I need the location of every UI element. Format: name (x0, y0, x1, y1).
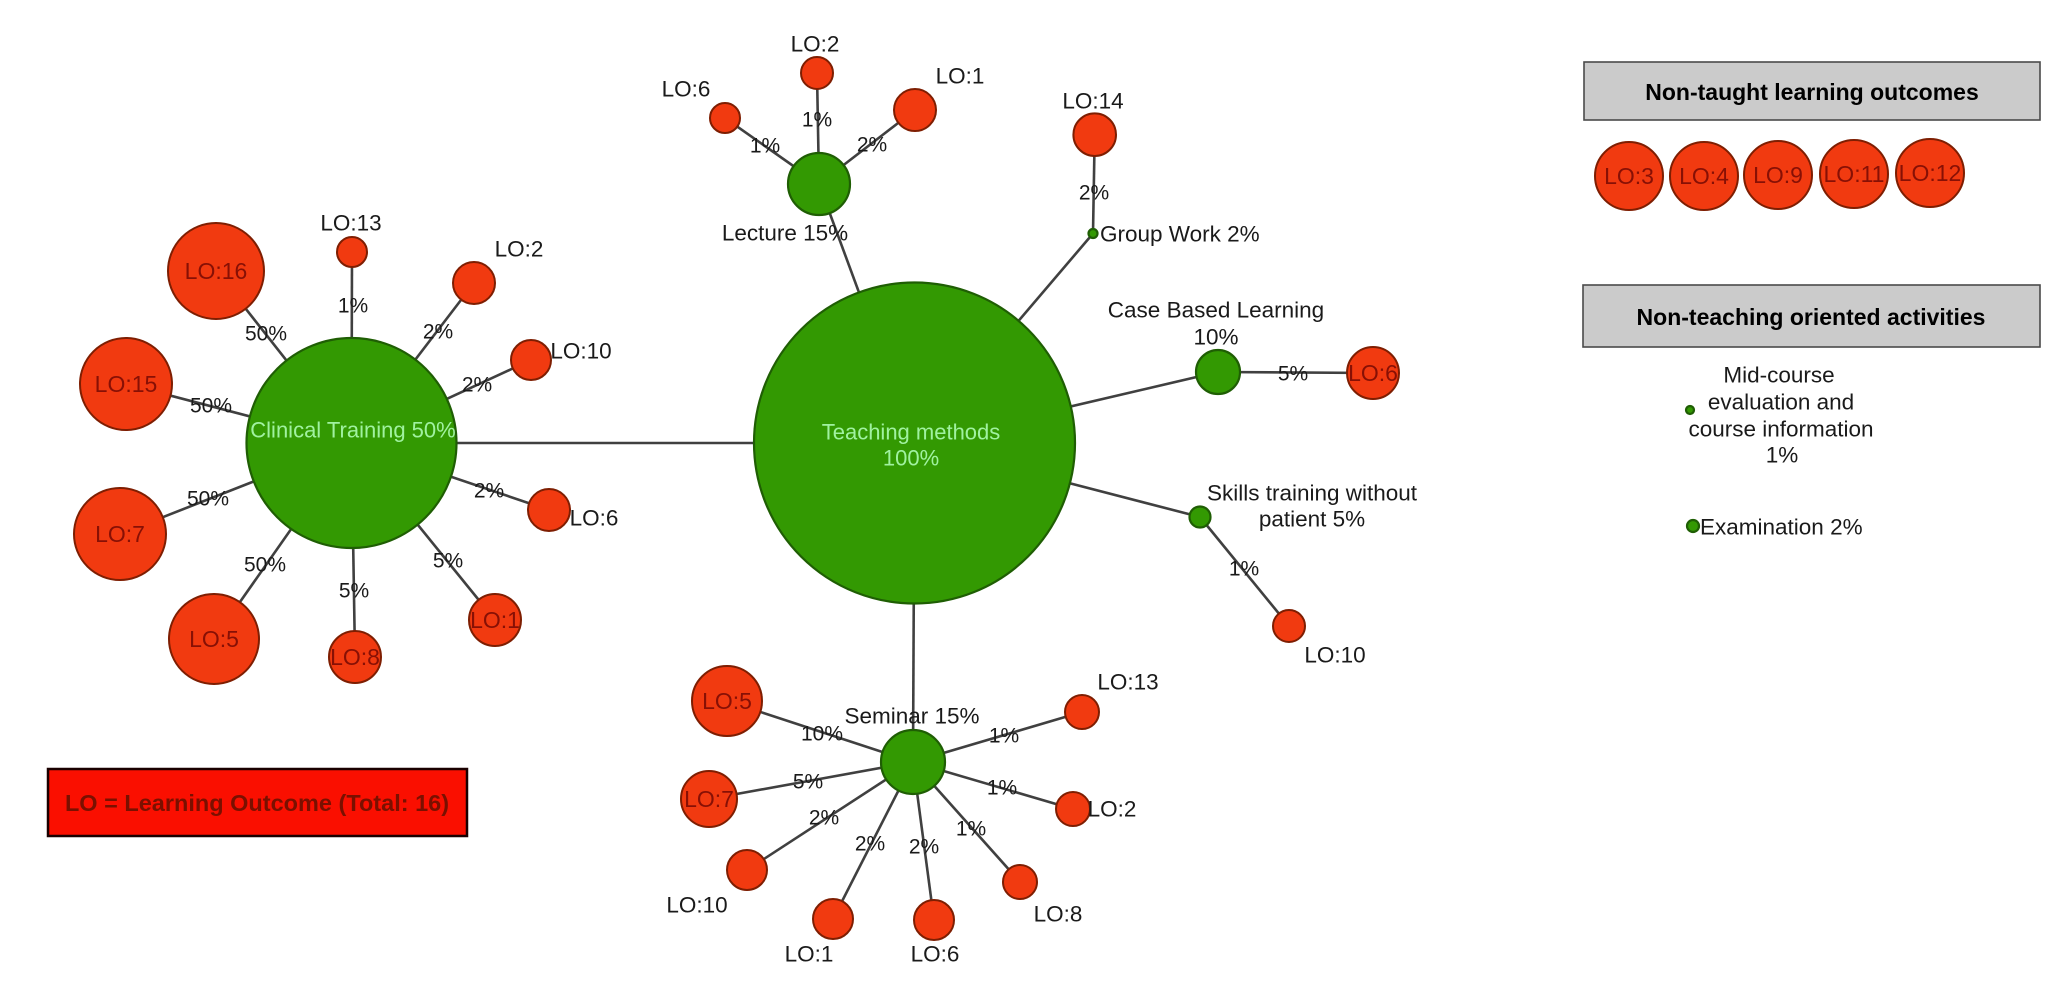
svg-text:2%: 2% (855, 833, 885, 856)
svg-text:LO = Learning Outcome (Total:: LO = Learning Outcome (Total: 16) (65, 790, 449, 816)
svg-text:LO:10: LO:10 (550, 339, 611, 364)
svg-text:LO:1: LO:1 (936, 64, 985, 89)
svg-text:evaluation and: evaluation and (1708, 390, 1854, 415)
svg-text:LO:6: LO:6 (570, 506, 619, 531)
svg-text:LO:6: LO:6 (911, 942, 960, 967)
svg-text:10%: 10% (1193, 325, 1238, 350)
svg-text:1%: 1% (338, 295, 368, 318)
svg-text:2%: 2% (474, 480, 504, 503)
svg-text:1%: 1% (956, 818, 986, 841)
svg-text:Group Work 2%: Group Work 2% (1100, 222, 1260, 247)
svg-text:LO:6: LO:6 (1348, 360, 1398, 386)
svg-text:Case Based Learning: Case Based Learning (1108, 298, 1324, 323)
svg-text:50%: 50% (190, 395, 232, 418)
svg-text:LO:8: LO:8 (1034, 902, 1083, 927)
svg-text:1%: 1% (1229, 558, 1259, 581)
svg-text:LO:1: LO:1 (470, 607, 520, 633)
svg-text:LO:2: LO:2 (791, 32, 840, 57)
svg-text:LO:10: LO:10 (666, 893, 727, 918)
svg-text:5%: 5% (793, 771, 823, 794)
svg-text:2%: 2% (1079, 182, 1109, 205)
svg-text:Non-taught learning outcomes: Non-taught learning outcomes (1645, 79, 1979, 105)
svg-text:2%: 2% (909, 836, 939, 859)
svg-text:patient 5%: patient 5% (1259, 507, 1365, 532)
svg-text:Teaching methods: Teaching methods (822, 420, 1001, 445)
svg-text:LO:13: LO:13 (1097, 670, 1158, 695)
svg-text:5%: 5% (433, 550, 463, 573)
svg-text:50%: 50% (187, 488, 229, 511)
svg-text:LO:12: LO:12 (1899, 160, 1962, 186)
svg-text:5%: 5% (339, 580, 369, 603)
svg-text:2%: 2% (809, 807, 839, 830)
svg-text:LO:15: LO:15 (95, 371, 158, 397)
svg-text:2%: 2% (462, 374, 492, 397)
svg-text:LO:2: LO:2 (1088, 797, 1137, 822)
svg-text:LO:6: LO:6 (662, 77, 711, 102)
svg-text:2%: 2% (423, 321, 453, 344)
svg-text:LO:4: LO:4 (1679, 163, 1729, 189)
svg-text:LO:14: LO:14 (1062, 89, 1123, 114)
svg-text:Non-teaching oriented activiti: Non-teaching oriented activities (1637, 304, 1986, 330)
svg-text:Examination 2%: Examination 2% (1700, 515, 1863, 540)
svg-text:1%: 1% (802, 109, 832, 132)
svg-text:10%: 10% (801, 723, 843, 746)
svg-text:LO:11: LO:11 (1824, 161, 1885, 187)
svg-text:50%: 50% (245, 323, 287, 346)
svg-text:LO:7: LO:7 (684, 786, 734, 812)
svg-text:LO:3: LO:3 (1604, 163, 1654, 189)
svg-text:1%: 1% (989, 725, 1019, 748)
svg-text:course information: course information (1688, 417, 1873, 442)
svg-text:Clinical Training 50%: Clinical Training 50% (250, 418, 455, 443)
svg-text:1%: 1% (750, 135, 780, 158)
svg-text:1%: 1% (1766, 443, 1799, 468)
svg-text:LO:13: LO:13 (320, 211, 381, 236)
svg-text:LO:8: LO:8 (330, 644, 380, 670)
svg-text:LO:5: LO:5 (189, 626, 239, 652)
svg-text:Seminar 15%: Seminar 15% (844, 704, 979, 729)
svg-text:LO:7: LO:7 (95, 521, 145, 547)
svg-text:LO:2: LO:2 (495, 237, 544, 262)
svg-text:Lecture 15%: Lecture 15% (722, 221, 848, 246)
svg-text:5%: 5% (1278, 363, 1308, 386)
svg-text:Mid-course: Mid-course (1723, 363, 1834, 388)
svg-text:LO:10: LO:10 (1304, 643, 1365, 668)
svg-text:1%: 1% (987, 777, 1017, 800)
svg-text:100%: 100% (883, 446, 939, 471)
svg-text:2%: 2% (857, 134, 887, 157)
svg-text:LO:1: LO:1 (785, 942, 834, 967)
svg-text:LO:5: LO:5 (702, 688, 752, 714)
svg-text:Skills training without: Skills training without (1207, 481, 1418, 506)
svg-text:50%: 50% (244, 554, 286, 577)
svg-text:LO:9: LO:9 (1753, 162, 1803, 188)
svg-text:LO:16: LO:16 (185, 258, 248, 284)
